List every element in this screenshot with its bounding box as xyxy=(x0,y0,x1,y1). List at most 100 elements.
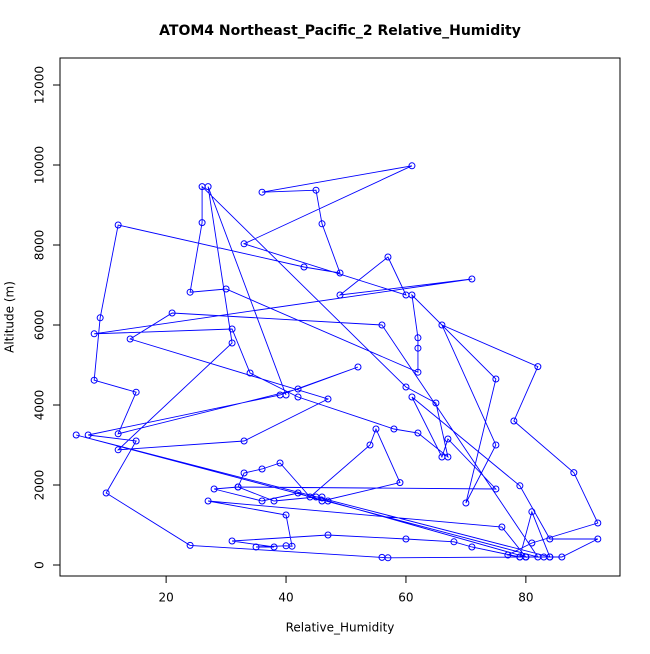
data-point xyxy=(114,430,122,438)
data-point xyxy=(258,188,266,196)
data-point xyxy=(318,493,326,501)
data-point xyxy=(270,497,278,505)
data-point xyxy=(276,459,284,467)
data-point xyxy=(438,453,446,461)
y-tick-label: 6000 xyxy=(33,310,47,341)
data-point xyxy=(396,479,404,487)
data-point xyxy=(468,543,476,551)
data-point xyxy=(96,314,104,322)
data-point xyxy=(528,539,536,547)
data-point xyxy=(270,543,278,551)
x-tick-label: 40 xyxy=(278,591,293,605)
data-point xyxy=(300,263,308,271)
x-tick-label: 20 xyxy=(158,591,173,605)
data-point xyxy=(534,363,542,371)
data-point xyxy=(132,437,140,445)
data-point xyxy=(492,441,500,449)
data-point xyxy=(354,363,362,371)
data-point xyxy=(504,551,512,559)
data-point xyxy=(210,485,218,493)
data-point xyxy=(432,399,440,407)
data-line xyxy=(76,165,599,559)
data-point xyxy=(534,553,542,561)
data-point xyxy=(84,431,92,439)
data-point xyxy=(594,519,602,527)
data-point xyxy=(438,321,446,329)
data-point xyxy=(516,482,524,490)
data-point xyxy=(318,220,326,228)
data-point xyxy=(222,285,230,293)
data-point xyxy=(312,186,320,194)
data-point xyxy=(246,369,254,377)
data-point xyxy=(414,344,422,352)
y-tick-label: 2000 xyxy=(33,470,47,501)
data-point xyxy=(366,441,374,449)
data-point xyxy=(294,385,302,393)
data-point xyxy=(558,553,566,561)
data-point xyxy=(372,425,380,433)
data-point xyxy=(324,531,332,539)
data-point xyxy=(594,535,602,543)
x-axis-label: Relative_Humidity xyxy=(286,621,395,635)
data-point xyxy=(462,499,470,507)
data-point xyxy=(90,330,98,338)
data-point xyxy=(240,240,248,248)
y-axis-label: Altitude (m) xyxy=(3,281,17,353)
data-point xyxy=(240,469,248,477)
data-point xyxy=(492,485,500,493)
data-point xyxy=(336,269,344,277)
data-point xyxy=(408,162,416,170)
data-point xyxy=(498,523,506,531)
x-tick-label: 60 xyxy=(398,591,413,605)
data-point xyxy=(492,375,500,383)
data-point xyxy=(528,508,536,516)
data-point xyxy=(126,335,134,343)
data-point xyxy=(294,489,302,497)
data-point xyxy=(546,535,554,543)
data-point xyxy=(132,388,140,396)
data-point xyxy=(186,288,194,296)
data-point xyxy=(324,395,332,403)
data-point xyxy=(234,483,242,491)
data-point xyxy=(168,309,176,317)
data-point xyxy=(324,497,332,505)
data-point xyxy=(258,497,266,505)
data-point xyxy=(228,325,236,333)
data-point xyxy=(468,275,476,283)
y-tick-label: 0 xyxy=(33,561,47,569)
data-point xyxy=(408,291,416,299)
data-point xyxy=(414,429,422,437)
y-tick-label: 4000 xyxy=(33,390,47,421)
data-point xyxy=(510,417,518,425)
data-point xyxy=(228,339,236,347)
data-point xyxy=(198,219,206,227)
data-point xyxy=(90,376,98,384)
y-tick-label: 10000 xyxy=(33,146,47,184)
data-point xyxy=(204,497,212,505)
data-point xyxy=(378,553,386,561)
data-point xyxy=(282,391,290,399)
data-point xyxy=(402,383,410,391)
data-point xyxy=(114,446,122,454)
data-point xyxy=(546,553,554,561)
data-point xyxy=(402,535,410,543)
data-point xyxy=(252,543,260,551)
data-point xyxy=(282,542,290,550)
data-point xyxy=(114,221,122,229)
data-point xyxy=(294,393,302,401)
data-point xyxy=(282,511,290,519)
data-point xyxy=(228,537,236,545)
data-point xyxy=(378,321,386,329)
data-point xyxy=(414,368,422,376)
data-point xyxy=(336,291,344,299)
data-point xyxy=(414,334,422,342)
data-point xyxy=(516,553,524,561)
y-tick-label: 8000 xyxy=(33,230,47,261)
data-point xyxy=(102,489,110,497)
chart-title: ATOM4 Northeast_Pacific_2 Relative_Humid… xyxy=(159,23,521,39)
data-point xyxy=(204,183,212,191)
x-tick-label: 80 xyxy=(518,591,533,605)
data-point xyxy=(186,541,194,549)
